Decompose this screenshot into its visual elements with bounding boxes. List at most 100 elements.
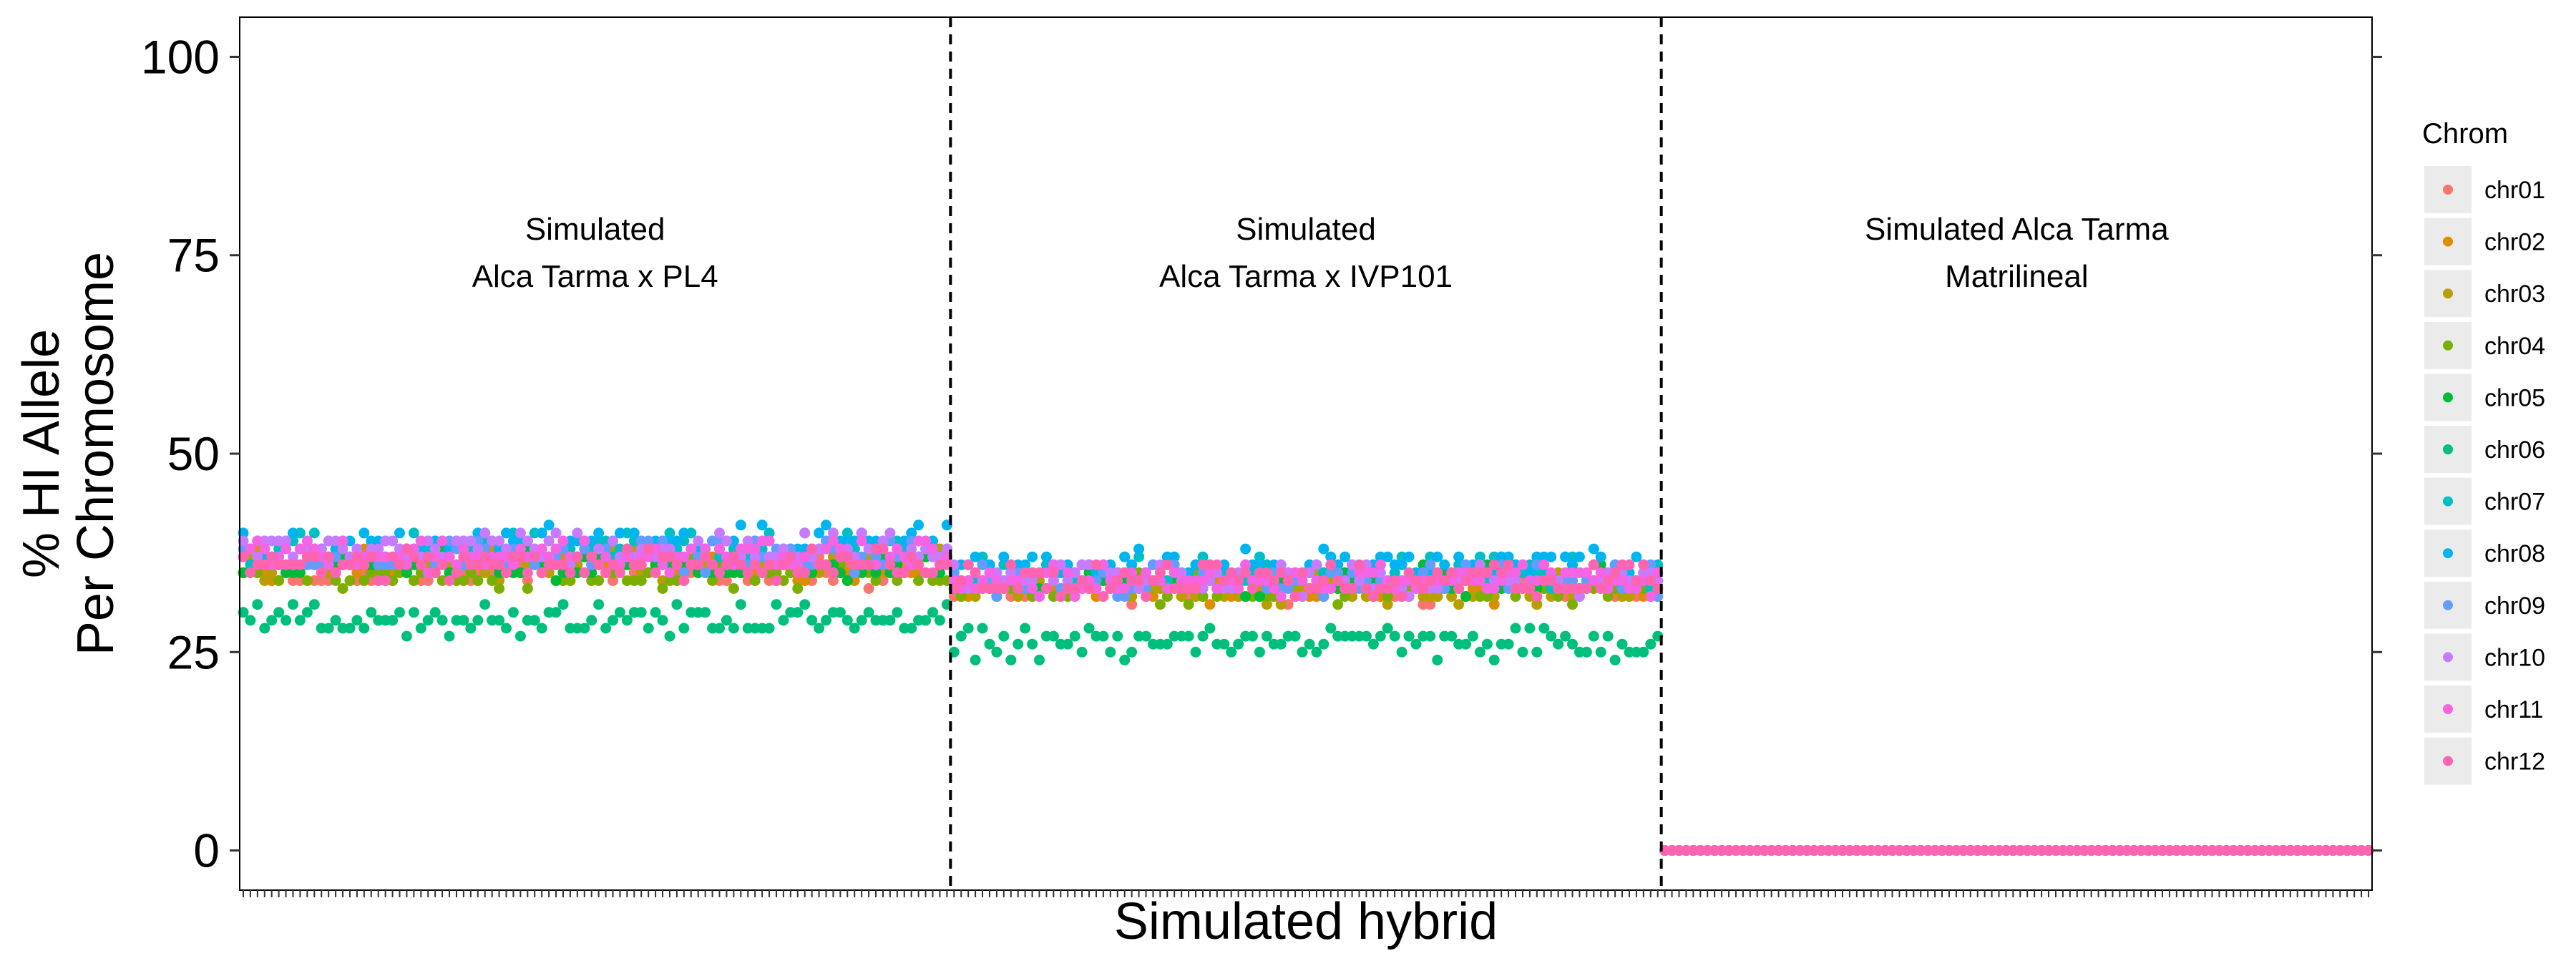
point-chr11: [294, 543, 306, 555]
point-chr04: [749, 575, 761, 586]
point-chr06: [814, 623, 825, 634]
point-chr06: [991, 646, 1002, 658]
point-chr12: [238, 551, 249, 562]
point-chr06: [778, 615, 789, 626]
point-chr11: [1496, 575, 1507, 586]
point-chr06: [1005, 654, 1017, 665]
legend-label-chr01: chr01: [2484, 177, 2545, 204]
point-chr12: [1418, 583, 1429, 594]
point-chr12: [962, 559, 974, 570]
legend-key-chr01: [2443, 185, 2453, 195]
point-chr06: [1503, 638, 1514, 650]
point-chr12: [806, 543, 818, 555]
point-chr06: [586, 615, 597, 626]
point-chr12: [906, 551, 917, 562]
point-chr06: [1069, 630, 1080, 642]
point-chr12: [436, 559, 448, 570]
point-chr08: [756, 519, 768, 531]
point-chr12: [1297, 567, 1308, 578]
point-chr11: [415, 535, 426, 547]
point-chr06: [1325, 623, 1337, 634]
point-chr12: [458, 551, 469, 562]
point-chr06: [841, 615, 853, 626]
point-chr12: [1240, 567, 1252, 578]
point-chr12: [1481, 567, 1493, 578]
point-chr11: [1027, 583, 1038, 594]
point-chr10: [494, 535, 505, 547]
point-chr12: [1141, 591, 1151, 602]
point-chr10: [465, 535, 477, 547]
point-chr06: [1616, 638, 1628, 650]
point-chr12: [1005, 559, 1017, 570]
point-chr12: [344, 559, 356, 570]
point-chr12: [1154, 567, 1166, 578]
point-chr10: [522, 535, 533, 547]
point-chr04: [593, 575, 605, 586]
legend-label-chr11: chr11: [2484, 696, 2544, 723]
point-chr12: [259, 559, 270, 570]
point-chr04: [1382, 591, 1393, 602]
point-chr08: [1574, 551, 1585, 562]
point-chr10: [550, 527, 562, 539]
point-chr12: [1602, 575, 1614, 586]
point-chr04: [337, 583, 348, 594]
point-chr12: [401, 543, 412, 555]
point-chr06: [1226, 646, 1237, 658]
point-chr08: [628, 527, 640, 539]
point-chr11: [1048, 559, 1059, 570]
point-chr11: [550, 543, 562, 555]
point-chr06: [1105, 646, 1116, 658]
point-chr11: [252, 535, 263, 547]
point-chr09: [1460, 559, 1471, 570]
point-chr08: [970, 551, 981, 562]
point-chr10: [429, 543, 441, 555]
point-chr12: [366, 551, 377, 562]
point-chr06: [1638, 646, 1649, 658]
point-chr12: [899, 567, 910, 578]
point-chr11: [1546, 567, 1557, 578]
point-chr10: [1005, 567, 1017, 578]
point-chr08: [998, 551, 1010, 562]
point-chr12: [1624, 559, 1635, 570]
point-chr08: [1396, 559, 1407, 570]
point-chr08: [1403, 551, 1415, 562]
point-chr04: [494, 583, 505, 594]
point-chr05: [1460, 591, 1471, 602]
point-chr12: [415, 559, 426, 570]
point-chr12: [821, 559, 831, 570]
point-chr06: [415, 623, 426, 634]
point-chr07: [1474, 551, 1485, 562]
point-chr12: [1161, 559, 1173, 570]
point-chr05: [550, 575, 562, 586]
point-chr06: [536, 623, 547, 634]
point-chr11: [927, 543, 938, 555]
point-chr12: [799, 567, 811, 578]
legend: Chrom chr01 chr02 chr03 chr04 chr05 chr06 chr0…: [2422, 118, 2545, 785]
point-chr06: [1531, 646, 1543, 658]
point-chr07: [1254, 551, 1265, 562]
point-chr08: [906, 527, 917, 539]
point-chr06: [1161, 638, 1173, 650]
point-chr06: [998, 630, 1010, 642]
point-chr12: [841, 551, 853, 562]
point-chr06: [608, 615, 618, 626]
point-chr06: [444, 630, 455, 642]
point-chr11: [1141, 567, 1151, 578]
point-chr12: [608, 559, 618, 570]
point-chr11: [749, 543, 761, 555]
point-chr04: [870, 575, 882, 586]
point-chr11: [323, 559, 334, 570]
y-axis-label-line-2: Per Chromosome: [67, 252, 125, 655]
point-chr12: [351, 551, 363, 562]
point-chr11: [834, 543, 846, 555]
point-chr04: [273, 575, 285, 586]
legend-label-chr04: chr04: [2484, 333, 2545, 360]
point-chr09: [849, 567, 860, 578]
point-chr12: [1325, 559, 1337, 570]
point-chr12: [756, 567, 768, 578]
point-chr06: [494, 615, 505, 626]
point-chr08: [614, 527, 625, 539]
point-chr11: [792, 559, 804, 570]
point-chr06: [472, 615, 484, 626]
